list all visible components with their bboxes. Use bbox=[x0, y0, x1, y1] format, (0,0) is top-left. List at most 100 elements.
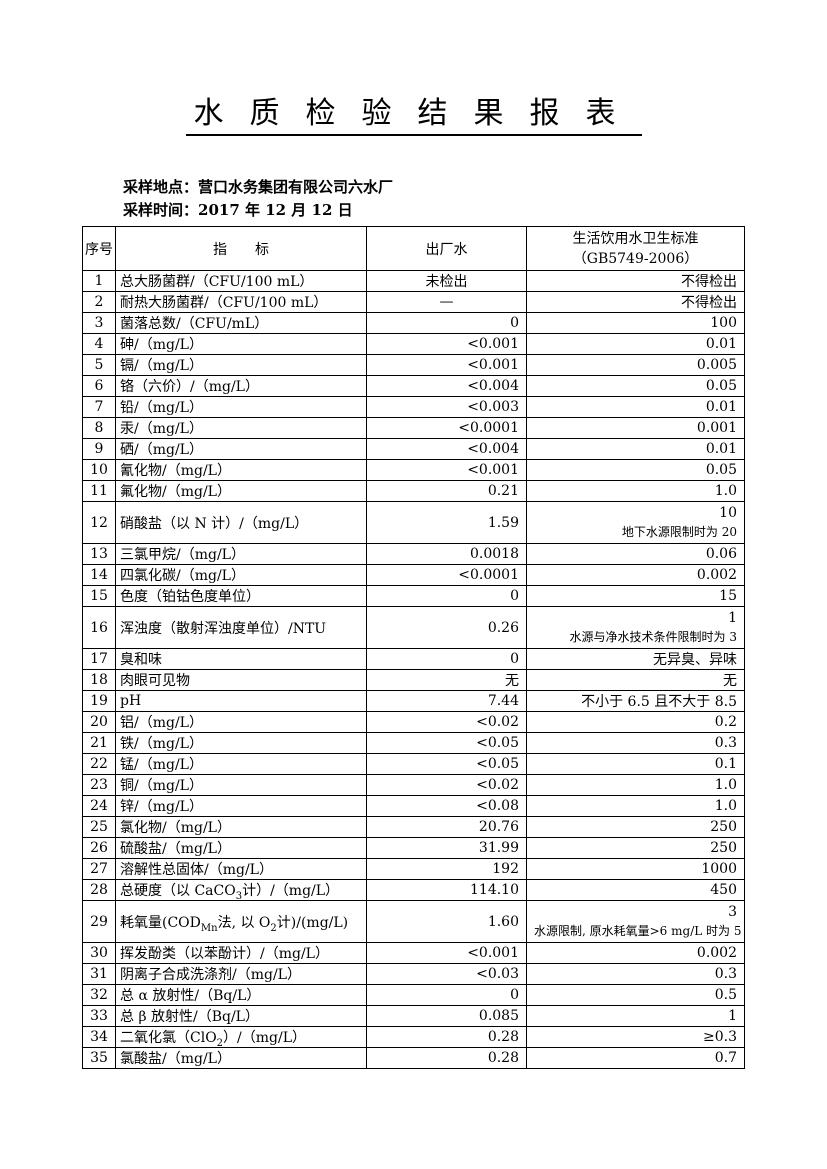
cell-standard: 不得检出 bbox=[526, 270, 745, 292]
table-row: 25 氯化物/（mg/L） 20.76 250 bbox=[82, 816, 745, 838]
title-wrap: 水质检验结果报表 bbox=[0, 0, 827, 136]
sampling-time-line: 采样时间：2017 年 12 月 12 日 bbox=[123, 199, 827, 222]
table-row: 35 氯酸盐/（mg/L） 0.28 0.7 bbox=[82, 1047, 745, 1069]
cell-value: <0.001 bbox=[366, 333, 527, 355]
cell-no: 9 bbox=[82, 438, 116, 460]
cell-value: 无 bbox=[366, 669, 527, 691]
table-row: 31 阴离子合成洗涤剂/（mg/L） <0.03 0.3 bbox=[82, 963, 745, 985]
cell-no: 16 bbox=[82, 606, 116, 649]
cell-standard: 10 地下水源限制时为 20 bbox=[526, 501, 745, 544]
cell-standard: 0.005 bbox=[526, 354, 745, 376]
header-standard: 生活饮用水卫生标准 （GB5749-2006） bbox=[526, 226, 745, 271]
cell-no: 1 bbox=[82, 270, 116, 292]
cell-no: 15 bbox=[82, 585, 116, 607]
table-row: 9 硒/（mg/L） <0.004 0.01 bbox=[82, 438, 745, 460]
cell-value: 0 bbox=[366, 312, 527, 334]
cell-no: 8 bbox=[82, 417, 116, 439]
cell-standard: 0.7 bbox=[526, 1047, 745, 1069]
cell-value: 0 bbox=[366, 648, 527, 670]
cell-indicator: 耐热大肠菌群/（CFU/100 mL） bbox=[115, 291, 367, 313]
cell-no: 23 bbox=[82, 774, 116, 796]
cell-no: 24 bbox=[82, 795, 116, 817]
cell-indicator: 总硬度（以 CaCO3计）/（mg/L） bbox=[115, 879, 367, 901]
cell-standard: 100 bbox=[526, 312, 745, 334]
table-row: 3 菌落总数/（CFU/mL） 0 100 bbox=[82, 312, 745, 334]
cell-no: 3 bbox=[82, 312, 116, 334]
cell-indicator: 氯酸盐/（mg/L） bbox=[115, 1047, 367, 1069]
cell-indicator: 色度（铂钴色度单位） bbox=[115, 585, 367, 607]
table-row: 23 铜/（mg/L） <0.02 1.0 bbox=[82, 774, 745, 796]
sampling-time-label: 采样时间： bbox=[123, 201, 199, 219]
cell-indicator: 硝酸盐（以 N 计）/（mg/L） bbox=[115, 501, 367, 544]
table-row: 1 总大肠菌群/（CFU/100 mL） 未检出 不得检出 bbox=[82, 270, 745, 292]
cell-no: 32 bbox=[82, 984, 116, 1006]
table-row: 27 溶解性总固体/（mg/L） 192 1000 bbox=[82, 858, 745, 880]
cell-no: 31 bbox=[82, 963, 116, 985]
cell-standard: 1000 bbox=[526, 858, 745, 880]
cell-indicator: 氯化物/（mg/L） bbox=[115, 816, 367, 838]
cell-indicator: 四氯化碳/（mg/L） bbox=[115, 564, 367, 586]
cell-no: 30 bbox=[82, 942, 116, 964]
cell-standard: 0.06 bbox=[526, 543, 745, 565]
cell-no: 27 bbox=[82, 858, 116, 880]
water-quality-table: 序号 指 标 出厂水 生活饮用水卫生标准 （GB5749-2006） 1 总大肠菌… bbox=[82, 226, 745, 1069]
cell-standard: 不小于 6.5 且不大于 8.5 bbox=[526, 690, 745, 712]
cell-standard: 250 bbox=[526, 816, 745, 838]
sampling-time-value: 2017 年 12 月 12 日 bbox=[198, 201, 353, 219]
cell-indicator: 铝/（mg/L） bbox=[115, 711, 367, 733]
cell-indicator: 总 β 放射性/（Bq/L） bbox=[115, 1005, 367, 1027]
cell-no: 7 bbox=[82, 396, 116, 418]
cell-value: 1.59 bbox=[366, 501, 527, 544]
cell-indicator: 三氯甲烷/（mg/L） bbox=[115, 543, 367, 565]
cell-value: 7.44 bbox=[366, 690, 527, 712]
table-row: 18 肉眼可见物无无 bbox=[82, 669, 745, 691]
cell-value: 0.085 bbox=[366, 1005, 527, 1027]
cell-standard: 15 bbox=[526, 585, 745, 607]
header-value: 出厂水 bbox=[366, 226, 527, 271]
cell-indicator: 阴离子合成洗涤剂/（mg/L） bbox=[115, 963, 367, 985]
cell-indicator: 硒/（mg/L） bbox=[115, 438, 367, 460]
cell-standard: 0.01 bbox=[526, 396, 745, 418]
cell-indicator: 锌/（mg/L） bbox=[115, 795, 367, 817]
header-standard-line2: （GB5749-2006） bbox=[572, 250, 699, 267]
cell-indicator: 汞/（mg/L） bbox=[115, 417, 367, 439]
cell-value: <0.003 bbox=[366, 396, 527, 418]
table-row: 32 总 α 放射性/（Bq/L） 0 0.5 bbox=[82, 984, 745, 1006]
table-row: 24 锌/（mg/L） <0.08 1.0 bbox=[82, 795, 745, 817]
cell-value: — bbox=[366, 291, 527, 313]
cell-value: <0.004 bbox=[366, 375, 527, 397]
cell-no: 18 bbox=[82, 669, 116, 691]
table-row: 21 铁/（mg/L） <0.05 0.3 bbox=[82, 732, 745, 754]
cell-standard: 0.001 bbox=[526, 417, 745, 439]
cell-standard: 0.002 bbox=[526, 564, 745, 586]
cell-value: <0.0001 bbox=[366, 417, 527, 439]
table-row: 26 硫酸盐/（mg/L） 31.99 250 bbox=[82, 837, 745, 859]
cell-indicator: 肉眼可见物 bbox=[115, 669, 367, 691]
cell-value: 0.21 bbox=[366, 480, 527, 502]
table-row: 7 铅/（mg/L） <0.003 0.01 bbox=[82, 396, 745, 418]
cell-no: 6 bbox=[82, 375, 116, 397]
cell-value: 0 bbox=[366, 984, 527, 1006]
cell-value: <0.05 bbox=[366, 732, 527, 754]
cell-indicator: 铁/（mg/L） bbox=[115, 732, 367, 754]
standard-note: 地下水源限制时为 20 bbox=[621, 525, 737, 539]
cell-no: 33 bbox=[82, 1005, 116, 1027]
cell-value: <0.0001 bbox=[366, 564, 527, 586]
cell-standard: 0.05 bbox=[526, 375, 745, 397]
cell-indicator: 氟化物/（mg/L） bbox=[115, 480, 367, 502]
cell-standard: 0.05 bbox=[526, 459, 745, 481]
cell-no: 21 bbox=[82, 732, 116, 754]
cell-standard: 0.5 bbox=[526, 984, 745, 1006]
cell-standard: 0.2 bbox=[526, 711, 745, 733]
cell-indicator: 铜/（mg/L） bbox=[115, 774, 367, 796]
sampling-location-label: 采样地点： bbox=[123, 178, 199, 196]
cell-no: 25 bbox=[82, 816, 116, 838]
cell-value: 0.0018 bbox=[366, 543, 527, 565]
cell-value: <0.08 bbox=[366, 795, 527, 817]
cell-indicator: 氰化物/（mg/L） bbox=[115, 459, 367, 481]
cell-indicator: 挥发酚类（以苯酚计）/（mg/L） bbox=[115, 942, 367, 964]
cell-value: 0.26 bbox=[366, 606, 527, 649]
cell-indicator: 镉/（mg/L） bbox=[115, 354, 367, 376]
cell-no: 11 bbox=[82, 480, 116, 502]
table-row: 12 硝酸盐（以 N 计）/（mg/L） 1.59 10 地下水源限制时为 20 bbox=[82, 501, 745, 544]
